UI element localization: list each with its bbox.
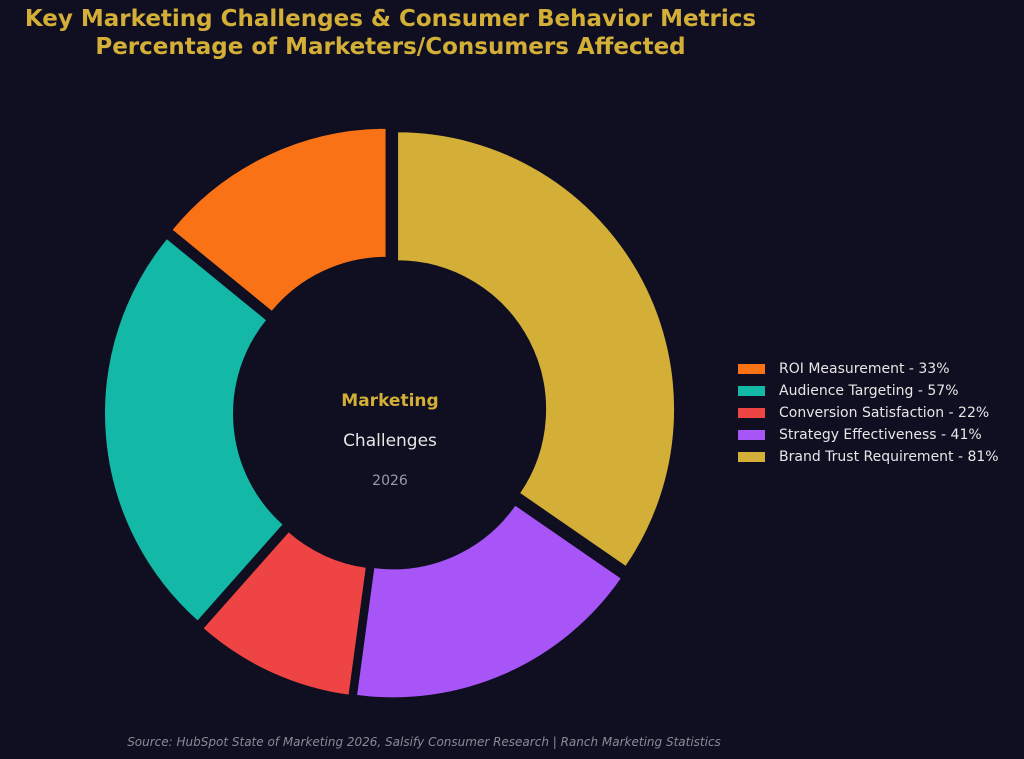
legend-label: Audience Targeting - 57% bbox=[779, 383, 959, 399]
chart-legend: ROI Measurement - 33% Audience Targeting… bbox=[738, 358, 999, 468]
legend-item-audience: Audience Targeting - 57% bbox=[738, 380, 999, 402]
legend-item-brand-trust: Brand Trust Requirement - 81% bbox=[738, 446, 999, 468]
slice-roi-measurement bbox=[169, 126, 388, 314]
chart-title: Key Marketing Challenges & Consumer Beha… bbox=[0, 5, 781, 61]
chart-title-line2: Percentage of Marketers/Consumers Affect… bbox=[95, 34, 686, 60]
legend-swatch bbox=[738, 386, 765, 396]
slice-audience-targeting bbox=[103, 236, 286, 624]
legend-swatch bbox=[738, 430, 765, 440]
legend-label: Strategy Effectiveness - 41% bbox=[779, 427, 982, 443]
legend-swatch bbox=[738, 364, 765, 374]
legend-label: Conversion Satisfaction - 22% bbox=[779, 405, 990, 421]
slice-strategy-effectiveness bbox=[354, 503, 624, 700]
center-label-year: 2026 bbox=[372, 473, 408, 489]
legend-item-strategy: Strategy Effectiveness - 41% bbox=[738, 424, 999, 446]
slice-brand-trust-requirement bbox=[396, 130, 677, 569]
legend-label: ROI Measurement - 33% bbox=[779, 361, 950, 377]
legend-item-roi: ROI Measurement - 33% bbox=[738, 358, 999, 380]
legend-swatch bbox=[738, 452, 765, 462]
slice-conversion-satisfaction bbox=[200, 529, 368, 697]
legend-item-conversion: Conversion Satisfaction - 22% bbox=[738, 402, 999, 424]
legend-label: Brand Trust Requirement - 81% bbox=[779, 449, 999, 465]
center-label-challenges: Challenges bbox=[343, 431, 437, 451]
donut-slices bbox=[103, 126, 677, 700]
source-note: Source: HubSpot State of Marketing 2026,… bbox=[127, 735, 721, 749]
chart-title-line1: Key Marketing Challenges & Consumer Beha… bbox=[24, 6, 757, 32]
legend-swatch bbox=[738, 408, 765, 418]
center-label-marketing: Marketing bbox=[341, 391, 438, 411]
